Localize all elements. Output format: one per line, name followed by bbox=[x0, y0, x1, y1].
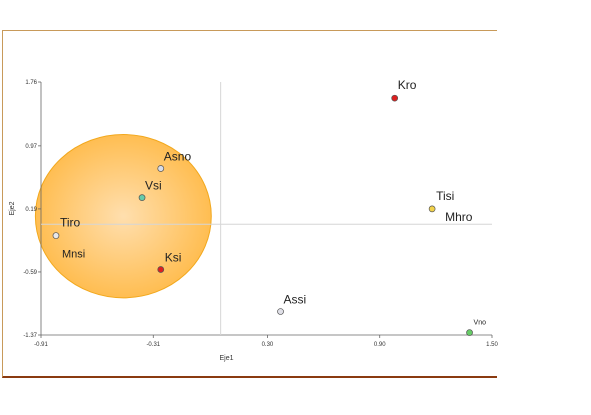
y-tick-label: -1.37 bbox=[23, 333, 37, 339]
cluster-highlight-layer bbox=[34, 134, 212, 299]
point-label: Asno bbox=[164, 149, 192, 163]
points-layer: Kro Asno Vsi Tiro Mnsi Ksi Tisi Mhro Assi Vno bbox=[52, 78, 487, 336]
point-label: Assi bbox=[284, 293, 307, 307]
x-tick-label: 0.30 bbox=[262, 342, 274, 348]
point-label: Vsi bbox=[145, 179, 162, 193]
point-label: Kro bbox=[398, 78, 417, 92]
data-point bbox=[391, 94, 399, 102]
y-axis-title: Eje2 bbox=[9, 201, 16, 215]
x-tick-label: 1.50 bbox=[486, 342, 498, 348]
point-label: Ksi bbox=[165, 251, 182, 265]
point-label: Mnsi bbox=[62, 249, 85, 261]
point-label: Mhro bbox=[445, 210, 473, 224]
x-axis-title: Eje1 bbox=[219, 355, 233, 362]
x-tick-label: -0.31 bbox=[146, 342, 160, 348]
chart-frame bbox=[2, 30, 497, 378]
point-label: Tisi bbox=[436, 189, 454, 203]
y-tick-label: -0.59 bbox=[23, 270, 37, 276]
point-label: Tiro bbox=[60, 216, 81, 230]
point-label: Vno bbox=[474, 320, 487, 327]
data-point bbox=[157, 266, 165, 273]
y-tick-label: 0.19 bbox=[25, 207, 37, 213]
y-tick-label: 1.76 bbox=[25, 80, 37, 86]
x-tick-label: -0.91 bbox=[34, 342, 48, 348]
data-point bbox=[52, 232, 60, 239]
data-point bbox=[277, 308, 284, 315]
data-point bbox=[428, 205, 436, 213]
cluster-ellipse bbox=[34, 134, 212, 299]
y-tick-label: 0.97 bbox=[25, 144, 37, 150]
data-point bbox=[157, 165, 165, 172]
x-tick-label: 0.90 bbox=[374, 342, 386, 348]
axes-layer: -0.91 -0.31 0.30 0.90 1.50 1.76 0.97 0.19 -0.59 -… bbox=[9, 80, 498, 362]
data-point bbox=[138, 194, 146, 201]
data-point bbox=[466, 329, 473, 336]
